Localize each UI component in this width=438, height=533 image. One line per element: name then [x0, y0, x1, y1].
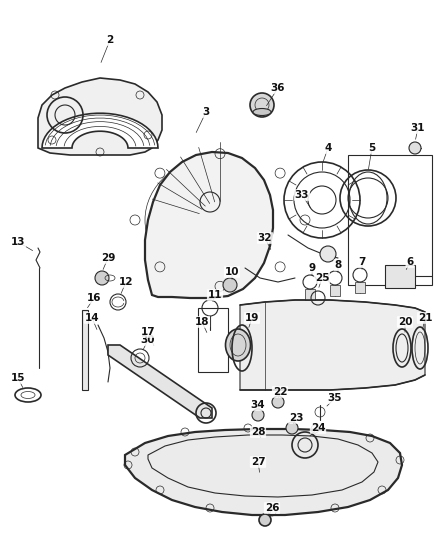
Text: 2: 2 — [106, 35, 113, 45]
Text: 19: 19 — [245, 313, 259, 323]
Polygon shape — [145, 152, 273, 298]
Circle shape — [252, 409, 264, 421]
Text: 11: 11 — [208, 290, 222, 300]
Ellipse shape — [226, 329, 251, 361]
Text: 26: 26 — [265, 503, 279, 513]
Text: 7: 7 — [358, 257, 366, 267]
Circle shape — [95, 271, 109, 285]
Text: 8: 8 — [334, 260, 342, 270]
Ellipse shape — [253, 109, 271, 116]
Text: 18: 18 — [195, 317, 209, 327]
Text: 32: 32 — [258, 233, 272, 243]
Text: 3: 3 — [202, 107, 210, 117]
Text: 36: 36 — [271, 83, 285, 93]
Text: 13: 13 — [11, 237, 25, 247]
Text: 34: 34 — [251, 400, 265, 410]
Text: 35: 35 — [328, 393, 342, 403]
Circle shape — [272, 396, 284, 408]
Text: 33: 33 — [295, 190, 309, 200]
Text: 20: 20 — [398, 317, 412, 327]
Text: 21: 21 — [418, 313, 432, 323]
Text: 25: 25 — [315, 273, 329, 283]
Polygon shape — [38, 78, 162, 155]
Text: 16: 16 — [87, 293, 101, 303]
Circle shape — [409, 142, 421, 154]
Circle shape — [223, 278, 237, 292]
Polygon shape — [355, 282, 365, 293]
Text: 29: 29 — [101, 253, 115, 263]
Text: 10: 10 — [225, 267, 239, 277]
Text: 4: 4 — [324, 143, 332, 153]
Circle shape — [250, 93, 274, 117]
Polygon shape — [330, 285, 340, 296]
Polygon shape — [240, 300, 425, 390]
Polygon shape — [305, 289, 315, 300]
Text: 22: 22 — [273, 387, 287, 397]
Text: 24: 24 — [311, 423, 325, 433]
Text: 12: 12 — [119, 277, 133, 287]
Text: 5: 5 — [368, 143, 376, 153]
Text: 17: 17 — [141, 327, 155, 337]
Polygon shape — [82, 310, 88, 390]
Text: 6: 6 — [406, 257, 413, 267]
Text: 28: 28 — [251, 427, 265, 437]
Polygon shape — [42, 113, 158, 148]
Text: 9: 9 — [308, 263, 315, 273]
Polygon shape — [385, 265, 415, 288]
Polygon shape — [125, 429, 402, 515]
Text: 30: 30 — [141, 335, 155, 345]
Text: 14: 14 — [85, 313, 99, 323]
Circle shape — [320, 246, 336, 262]
Circle shape — [286, 422, 298, 434]
Text: 15: 15 — [11, 373, 25, 383]
Text: 31: 31 — [411, 123, 425, 133]
Circle shape — [259, 514, 271, 526]
Text: 23: 23 — [289, 413, 303, 423]
Polygon shape — [108, 345, 212, 418]
Text: 27: 27 — [251, 457, 265, 467]
